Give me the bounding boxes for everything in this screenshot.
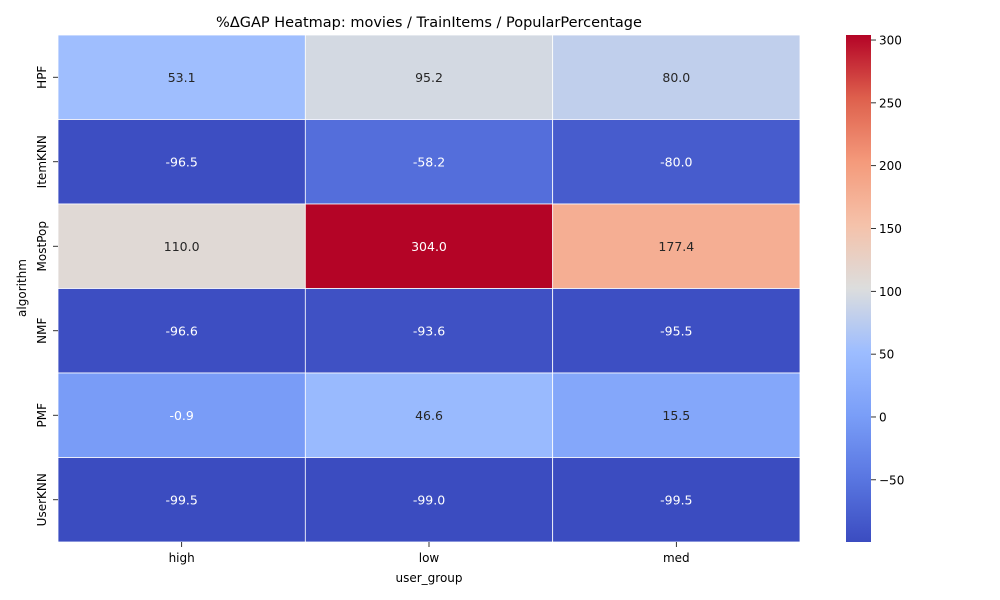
heatmap-cell (552, 288, 801, 374)
chart-title: %ΔGAP Heatmap: movies / TrainItems / Pop… (216, 15, 642, 31)
colorbar-tick-label: −50 (879, 473, 904, 487)
x-tick-label: high (169, 551, 195, 565)
colorbar-tick-label: 100 (879, 285, 902, 299)
cell-value-label: -0.9 (169, 408, 193, 423)
cell-value-label: 304.0 (411, 239, 447, 254)
heatmap-cell (57, 372, 306, 458)
cell-value-label: -58.2 (413, 154, 445, 169)
cell-value-label: -80.0 (660, 154, 692, 169)
cell-value-label: 53.1 (168, 70, 196, 85)
heatmap-cell (57, 288, 306, 374)
y-tick-label: UserKNN (35, 473, 49, 526)
cell-value-label: 80.0 (662, 70, 690, 85)
heatmap-cell (304, 34, 554, 120)
y-tick-label: PMF (35, 403, 49, 428)
cell-labels: 53.1 95.2 80.0 -96.5 -58.2 -80.0 110.0 304.0 177… (164, 70, 694, 508)
colorbar-tick-label: 50 (879, 348, 894, 362)
y-tick-label: HPF (35, 66, 49, 89)
cell-value-label: -93.6 (413, 323, 445, 338)
heatmap-cell (552, 34, 801, 120)
x-axis-label: user_group (395, 571, 462, 585)
x-tick-label: low (419, 551, 440, 565)
heatmap-cell (304, 457, 554, 543)
cell-value-label: 95.2 (415, 70, 443, 85)
heatmap-cell (552, 457, 801, 543)
x-tick-label: med (663, 551, 690, 565)
cell-value-label: -99.5 (660, 492, 692, 507)
cell-value-label: -96.5 (165, 154, 197, 169)
colorbar: 300 250 200 150 100 50 0 −50 (846, 34, 904, 542)
heatmap-cells (57, 34, 801, 543)
heatmap-cell (57, 34, 306, 120)
colorbar-tick-label: 300 (879, 34, 902, 48)
cell-value-label: -96.6 (165, 323, 197, 338)
colorbar-tick-label: 200 (879, 159, 902, 173)
heatmap-cell (304, 119, 554, 205)
y-tick-label: MostPop (35, 221, 49, 271)
y-tick-label: NMF (35, 318, 49, 344)
heatmap-cell (552, 372, 801, 458)
colorbar-tick-label: 150 (879, 222, 902, 236)
colorbar-tick-label: 250 (879, 96, 902, 110)
cell-value-label: -99.5 (165, 492, 197, 507)
heatmap-cell (304, 203, 554, 289)
x-axis: high low med (169, 542, 690, 565)
y-tick-label: ItemKNN (35, 135, 49, 188)
cell-value-label: 110.0 (164, 239, 200, 254)
colorbar-tick-label: 0 (879, 410, 887, 424)
heatmap-cell (552, 119, 801, 205)
heatmap-cell (57, 119, 306, 205)
y-axis-label: algorithm (15, 259, 29, 317)
cell-value-label: 177.4 (658, 239, 694, 254)
cell-value-label: -95.5 (660, 323, 692, 338)
heatmap-cell (57, 203, 306, 289)
colorbar-gradient (846, 35, 871, 542)
heatmap-cell (304, 372, 554, 458)
cell-value-label: 46.6 (415, 408, 443, 423)
y-axis: HPF ItemKNN MostPop NMF PMF UserKNN (35, 66, 58, 526)
cell-value-label: 15.5 (662, 408, 690, 423)
cell-value-label: -99.0 (413, 492, 445, 507)
